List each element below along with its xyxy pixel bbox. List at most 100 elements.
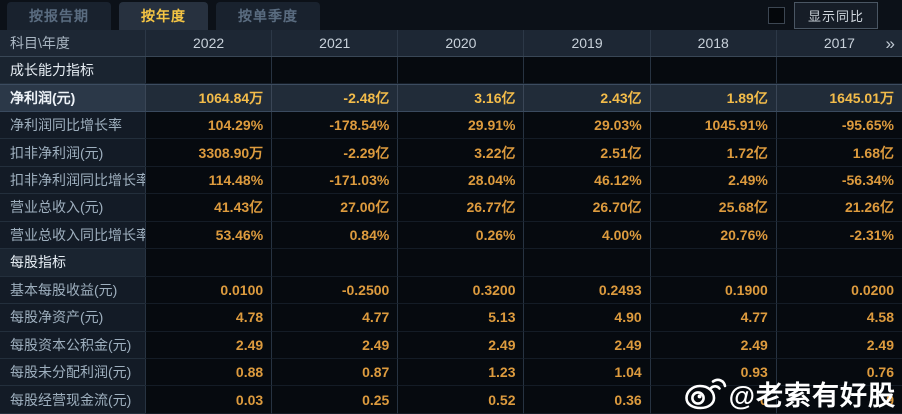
year-header-2021: 2021 bbox=[271, 30, 397, 56]
cell-value: 4.77 bbox=[271, 304, 398, 332]
table-row-section-growth: 成长能力指标 bbox=[0, 57, 902, 85]
cell-value: 0.26% bbox=[397, 221, 524, 250]
cell-value: 0.88 bbox=[145, 358, 272, 387]
cell-value: 28.04% bbox=[397, 166, 524, 195]
cell-value: 0.25 bbox=[271, 386, 398, 414]
cell-value: -171.03% bbox=[271, 166, 398, 195]
year-header-2019: 2019 bbox=[523, 30, 649, 56]
tab-by-report-period[interactable]: 按报告期 bbox=[7, 2, 111, 30]
year-label: 2017 bbox=[823, 35, 855, 51]
more-years-chevron-icon[interactable]: » bbox=[885, 33, 895, 53]
cell-value: 4.90 bbox=[523, 304, 650, 332]
row-label: 扣非净利润同比增长率 bbox=[0, 166, 145, 195]
cell-value: 2.43亿 bbox=[523, 85, 650, 112]
show-yoy-label[interactable]: 显示同比 bbox=[793, 1, 878, 29]
cell-value: 3.16亿 bbox=[397, 85, 524, 112]
cell-value: 0.0200 bbox=[775, 276, 902, 305]
cell-value bbox=[145, 57, 272, 85]
cell-value bbox=[649, 249, 776, 277]
cell-value: 3308.90万 bbox=[145, 139, 272, 167]
cell-value: 114.48% bbox=[145, 166, 272, 195]
cell-value: -0.2500 bbox=[271, 276, 398, 305]
cell-value: -178.54% bbox=[271, 111, 398, 140]
table-row-total-revenue-yoy[interactable]: 营业总收入同比增长率 53.46% 0.84% 0.26% 4.00% 20.7… bbox=[0, 221, 902, 250]
cell-value: 2.49 bbox=[145, 331, 272, 359]
cell-value: 2.49 bbox=[523, 331, 650, 359]
tab-by-year[interactable]: 按年度 bbox=[119, 2, 208, 30]
cell-value bbox=[397, 249, 524, 277]
table-row-capital-reserve-per-share[interactable]: 每股资本公积金(元) 2.49 2.49 2.49 2.49 2.49 2.49 bbox=[0, 331, 902, 359]
table-row-undistributed-profit-per-share[interactable]: 每股未分配利润(元) 0.88 0.87 1.23 1.04 0.93 0.76 bbox=[0, 358, 902, 387]
cell-value bbox=[775, 57, 902, 85]
cell-value: 104.29% bbox=[145, 111, 272, 140]
cell-value: 0.1900 bbox=[649, 276, 776, 305]
cell-value: 2.49% bbox=[649, 166, 776, 195]
cell-value: 41.43亿 bbox=[145, 194, 272, 222]
cell-value: 29.91% bbox=[397, 111, 524, 140]
cell-value: 0.2493 bbox=[523, 276, 650, 305]
cell-value: 2.51亿 bbox=[523, 139, 650, 167]
cell-value bbox=[271, 57, 398, 85]
table-header-row: 科目\年度 2022 2021 2020 2019 2018 2017 » bbox=[0, 30, 902, 57]
cell-value bbox=[397, 57, 524, 85]
cell-value: 3.22亿 bbox=[397, 139, 524, 167]
table-row-total-revenue[interactable]: 营业总收入(元) 41.43亿 27.00亿 26.77亿 26.70亿 25.… bbox=[0, 194, 902, 222]
financial-metrics-table: 科目\年度 2022 2021 2020 2019 2018 2017 » 成长… bbox=[0, 30, 902, 414]
cell-value: 1.68亿 bbox=[775, 139, 902, 167]
cell-value: 0.03 bbox=[145, 386, 272, 414]
cell-value: 1064.84万 bbox=[145, 85, 272, 112]
year-label: 2019 bbox=[571, 35, 603, 51]
cell-value: 26.70亿 bbox=[523, 194, 650, 222]
year-label: 2018 bbox=[697, 35, 729, 51]
table-row-deducted-net-profit-yoy[interactable]: 扣非净利润同比增长率 114.48% -171.03% 28.04% 46.12… bbox=[0, 166, 902, 195]
cell-value bbox=[523, 249, 650, 277]
table-row-deducted-net-profit[interactable]: 扣非净利润(元) 3308.90万 -2.29亿 3.22亿 2.51亿 1.7… bbox=[0, 139, 902, 167]
cell-value bbox=[775, 249, 902, 277]
year-label: 2022 bbox=[193, 35, 225, 51]
table-row-operating-cashflow-per-share[interactable]: 每股经营现金流(元) 0.03 0.25 0.52 0.36 0 9 bbox=[0, 386, 902, 414]
row-label: 基本每股收益(元) bbox=[0, 276, 145, 305]
cell-value: 1045.91% bbox=[649, 111, 776, 140]
watermark-handle: @老索有好股 bbox=[728, 381, 896, 411]
table-row-net-profit-yoy[interactable]: 净利润同比增长率 104.29% -178.54% 29.91% 29.03% … bbox=[0, 111, 902, 140]
year-label: 2021 bbox=[319, 35, 351, 51]
table-row-net-assets-per-share[interactable]: 每股净资产(元) 4.78 4.77 5.13 4.90 4.77 4.58 bbox=[0, 304, 902, 332]
cell-value bbox=[145, 249, 272, 277]
cell-value: 27.00亿 bbox=[271, 194, 398, 222]
row-label: 净利润(元) bbox=[0, 85, 145, 112]
cell-value: -2.31% bbox=[775, 221, 902, 250]
row-label: 营业总收入同比增长率 bbox=[0, 221, 145, 250]
year-header-2020: 2020 bbox=[397, 30, 523, 56]
cell-value: 53.46% bbox=[145, 221, 272, 250]
cell-value: 1645.01万 bbox=[775, 85, 902, 112]
year-header-2022: 2022 bbox=[145, 30, 271, 56]
cell-value: 4.77 bbox=[649, 304, 776, 332]
table-row-basic-eps[interactable]: 基本每股收益(元) 0.0100 -0.2500 0.3200 0.2493 0… bbox=[0, 276, 902, 305]
cell-value: 0.36 bbox=[523, 386, 650, 414]
cell-value: 0.52 bbox=[397, 386, 524, 414]
cell-value: 1.72亿 bbox=[649, 139, 776, 167]
cell-value: -95.65% bbox=[775, 111, 902, 140]
table-row-net-profit[interactable]: 净利润(元) 1064.84万 -2.48亿 3.16亿 2.43亿 1.89亿… bbox=[0, 84, 902, 112]
cell-value: 21.26亿 bbox=[775, 194, 902, 222]
tab-by-single-quarter[interactable]: 按单季度 bbox=[216, 2, 320, 30]
show-yoy-checkbox[interactable] bbox=[767, 6, 785, 24]
cell-value: 2.49 bbox=[649, 331, 776, 359]
row-label: 营业总收入(元) bbox=[0, 194, 145, 222]
period-tab-bar: 按报告期 按年度 按单季度 显示同比 bbox=[0, 0, 902, 30]
cell-value: -2.29亿 bbox=[271, 139, 398, 167]
corner-header: 科目\年度 bbox=[10, 35, 70, 51]
year-label: 2020 bbox=[445, 35, 477, 51]
cell-value: 20.76% bbox=[649, 221, 776, 250]
cell-value: 1.04 bbox=[523, 358, 650, 387]
cell-value bbox=[649, 57, 776, 85]
weibo-watermark: @老索有好股 bbox=[683, 374, 896, 413]
cell-value bbox=[271, 249, 398, 277]
cell-value: 4.00% bbox=[523, 221, 650, 250]
cell-value: 25.68亿 bbox=[649, 194, 776, 222]
cell-value: 2.49 bbox=[775, 331, 902, 359]
row-label: 每股未分配利润(元) bbox=[0, 358, 145, 387]
cell-value: 0.87 bbox=[271, 358, 398, 387]
cell-value: 4.58 bbox=[775, 304, 902, 332]
row-label: 每股资本公积金(元) bbox=[0, 331, 145, 359]
